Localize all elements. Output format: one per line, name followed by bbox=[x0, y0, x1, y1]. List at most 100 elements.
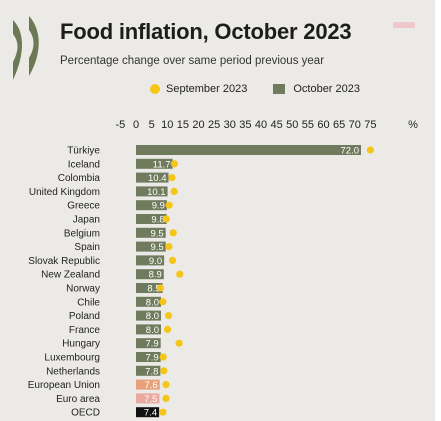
category-label: Chile bbox=[77, 297, 100, 308]
bar-october-2023 bbox=[136, 200, 167, 211]
marker-september-2023 bbox=[159, 408, 167, 416]
x-tick-label: 50 bbox=[286, 119, 298, 131]
bar-value-label: 9.8 bbox=[151, 215, 164, 226]
marker-september-2023 bbox=[163, 325, 172, 333]
x-tick-label: 60 bbox=[317, 119, 329, 131]
category-label: Slovak Republic bbox=[28, 256, 100, 267]
bar-october-2023 bbox=[136, 379, 160, 390]
category-label: Iceland bbox=[68, 159, 100, 170]
category-label: Luxembourg bbox=[44, 353, 100, 364]
bar-value-label: 8.0 bbox=[146, 297, 159, 308]
bar-value-label: 7.4 bbox=[144, 408, 157, 419]
category-label: Norway bbox=[66, 284, 100, 295]
bar-october-2023 bbox=[136, 241, 166, 252]
marker-september-2023 bbox=[168, 256, 177, 264]
bar-value-label: 8.5 bbox=[147, 284, 160, 295]
bar-value-label: 9.5 bbox=[150, 242, 163, 253]
bar-october-2023 bbox=[136, 283, 163, 293]
category-label: Türkiye bbox=[67, 146, 100, 157]
oecd-logo-icon bbox=[13, 16, 39, 80]
bar-value-label: 10.4 bbox=[148, 173, 167, 184]
x-tick-label: 20 bbox=[192, 119, 204, 131]
marker-september-2023 bbox=[162, 394, 170, 402]
chart-title: Food inflation, October 2023 bbox=[60, 19, 352, 44]
bar-october-2023 bbox=[136, 255, 165, 266]
marker-september-2023 bbox=[176, 270, 184, 278]
bar-value-label: 8.0 bbox=[146, 325, 159, 336]
category-label: Euro area bbox=[56, 394, 100, 405]
bar-value-label: 7.9 bbox=[145, 339, 158, 350]
marker-september-2023 bbox=[156, 284, 164, 292]
marker-september-2023 bbox=[162, 215, 170, 223]
marker-september-2023 bbox=[175, 339, 183, 347]
marker-september-2023 bbox=[169, 229, 177, 237]
category-label: Japan bbox=[73, 215, 100, 226]
bar-value-label: 9.9 bbox=[152, 201, 165, 212]
category-label: United Kingdom bbox=[29, 187, 100, 198]
x-tick-label: 35 bbox=[239, 119, 251, 131]
legend-october-marker bbox=[273, 84, 286, 94]
bar-october-2023 bbox=[136, 269, 164, 280]
x-tick-label: 75 bbox=[364, 119, 376, 131]
bar-october-2023 bbox=[136, 352, 161, 362]
legend-october-label: October 2023 bbox=[293, 83, 360, 95]
marker-september-2023 bbox=[159, 353, 167, 361]
x-tick-label: 15 bbox=[177, 119, 189, 131]
category-label: France bbox=[69, 325, 101, 336]
x-tick-label: 55 bbox=[302, 119, 314, 131]
x-tick-label: 0 bbox=[133, 119, 139, 131]
bar-october-2023 bbox=[136, 158, 173, 169]
bar-october-2023 bbox=[136, 186, 168, 197]
x-tick-label: -5 bbox=[115, 119, 125, 131]
category-label: Netherlands bbox=[46, 366, 100, 377]
x-tick-label: 40 bbox=[255, 119, 267, 131]
category-label: Colombia bbox=[58, 173, 101, 184]
bar-october-2023 bbox=[136, 227, 166, 238]
marker-september-2023 bbox=[165, 243, 173, 251]
x-tick-label: 30 bbox=[224, 119, 236, 131]
bar-october-2023 bbox=[136, 407, 160, 418]
marker-september-2023 bbox=[162, 381, 170, 389]
bar-october-2023 bbox=[136, 214, 167, 224]
x-tick-label: 5 bbox=[149, 119, 155, 131]
legend-september-marker bbox=[150, 84, 160, 94]
bar-value-label: 7.5 bbox=[144, 394, 157, 405]
chart-subtitle: Percentage change over same period previ… bbox=[60, 55, 325, 67]
bar-october-2023 bbox=[136, 393, 160, 404]
bar-october-2023 bbox=[136, 338, 161, 349]
marker-september-2023 bbox=[159, 298, 167, 306]
legend: September 2023 October 2023 bbox=[150, 83, 360, 95]
x-tick-label: 65 bbox=[333, 119, 345, 131]
bar-value-label: 10.1 bbox=[147, 187, 166, 198]
marker-september-2023 bbox=[366, 146, 374, 154]
bar-october-2023 bbox=[136, 324, 161, 335]
bar-value-label: 72.0 bbox=[341, 146, 360, 157]
x-tick-label: 10 bbox=[161, 119, 173, 131]
category-label: Hungary bbox=[62, 339, 100, 350]
marker-september-2023 bbox=[170, 160, 179, 168]
category-label: Spain bbox=[74, 242, 100, 253]
category-label: OECD bbox=[71, 408, 100, 419]
bar-october-2023 bbox=[136, 310, 161, 321]
category-label: New Zealand bbox=[41, 270, 100, 281]
bar-october-2023 bbox=[136, 145, 361, 155]
bar-value-label: 7.9 bbox=[145, 353, 158, 364]
watermark bbox=[393, 22, 415, 28]
marker-september-2023 bbox=[170, 187, 178, 195]
bar-october-2023 bbox=[136, 296, 161, 307]
bar-value-label: 9.0 bbox=[149, 256, 162, 267]
marker-september-2023 bbox=[165, 201, 173, 209]
category-label: European Union bbox=[28, 380, 100, 391]
x-axis-unit: % bbox=[408, 119, 418, 131]
category-label: Poland bbox=[69, 311, 100, 322]
marker-september-2023 bbox=[160, 367, 168, 375]
marker-september-2023 bbox=[168, 174, 176, 182]
x-tick-label: 25 bbox=[208, 119, 220, 131]
category-label: Greece bbox=[67, 201, 100, 212]
bar-october-2023 bbox=[136, 172, 169, 183]
bar-october-2023 bbox=[136, 365, 161, 376]
bar-value-label: 9.5 bbox=[150, 228, 163, 239]
bar-value-label: 8.9 bbox=[149, 270, 162, 281]
